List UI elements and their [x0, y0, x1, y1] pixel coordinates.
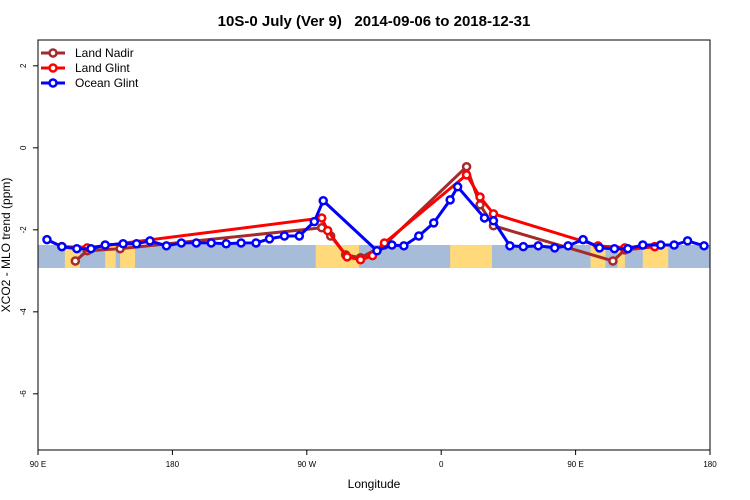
land-patch — [105, 245, 116, 268]
land-glint-point — [461, 170, 472, 180]
chart-title: 10S-0 July (Ver 9) 2014-09-06 to 2018-12… — [218, 13, 531, 30]
land-patch — [642, 245, 669, 268]
ocean-glint-point — [609, 243, 620, 254]
legend-marker — [48, 48, 58, 58]
ocean-glint-point — [488, 216, 499, 226]
ocean-glint-point — [428, 218, 439, 228]
ocean-glint-point — [445, 195, 455, 205]
ocean-glint-point — [518, 241, 529, 252]
legend-marker — [48, 63, 58, 73]
land-patch — [617, 245, 625, 268]
ocean-glint-point — [563, 241, 573, 251]
ocean-glint-point — [399, 241, 409, 251]
ocean-glint-point — [251, 238, 261, 248]
ocean-glint-point — [623, 243, 633, 254]
ocean-glint-point — [145, 236, 155, 246]
x-tick-label: 0 — [439, 460, 444, 469]
ocean-glint-point — [594, 243, 605, 253]
series-group — [42, 161, 709, 266]
ocean-glint-point — [655, 240, 666, 250]
land-patch — [315, 245, 348, 268]
y-tick-label: 0 — [19, 145, 28, 150]
y-tick-label: -2 — [19, 226, 28, 234]
ocean-glint-point — [549, 243, 560, 253]
y-tick-label: -4 — [19, 308, 28, 316]
legend-label: Land Glint — [75, 61, 130, 75]
ocean-glint-point — [318, 195, 328, 206]
land-glint-point — [316, 213, 327, 223]
x-tick-label: 90 W — [297, 460, 316, 469]
x-tick-label: 90 E — [30, 460, 46, 469]
ocean-glint-point — [131, 239, 142, 249]
ocean-glint-point — [387, 240, 397, 250]
ocean-glint-point — [279, 231, 290, 241]
ocean-glint-point — [236, 238, 246, 248]
y-tick-label: -6 — [19, 390, 28, 398]
ocean-glint-point — [221, 239, 231, 249]
land-nadir-point — [70, 256, 81, 266]
ocean-glint-point — [372, 245, 382, 256]
land-patch — [450, 245, 492, 268]
land-nadir-point — [461, 161, 472, 172]
x-axis: 90 E 180 90 W 0 90 E 180 — [30, 450, 717, 469]
x-axis-label: Longitude — [348, 477, 401, 491]
ocean-glint-point — [669, 240, 679, 250]
ocean-glint-point — [294, 231, 305, 241]
ocean-glint-point — [161, 241, 172, 251]
ocean-glint-point — [72, 243, 82, 254]
land-glint-point — [322, 225, 333, 236]
x-tick-label: 180 — [703, 460, 717, 469]
ocean-glint-point — [533, 241, 544, 251]
ocean-glint-point — [206, 238, 216, 248]
land-glint-point — [355, 255, 366, 265]
ocean-glint-point — [699, 241, 709, 251]
ocean-glint-point — [479, 213, 490, 223]
legend-marker — [48, 78, 58, 88]
ocean-glint-point — [57, 241, 67, 252]
ocean-glint-point — [86, 243, 96, 254]
ocean-glint-point — [100, 240, 110, 250]
ocean-glint-point — [578, 234, 588, 245]
ocean-glint-point — [638, 240, 648, 250]
ocean-glint-point — [42, 234, 52, 245]
y-axis-label: XCO2 - MLO trend (ppm) — [0, 178, 13, 313]
x-tick-label: 90 E — [567, 460, 583, 469]
legend-label: Land Nadir — [75, 46, 134, 60]
y-axis: 2 0 -2 -4 -6 — [19, 63, 38, 397]
ocean-glint-point — [176, 238, 187, 248]
ocean-glint-point — [118, 239, 128, 249]
land-glint-point — [475, 192, 485, 202]
x-tick-label: 180 — [166, 460, 180, 469]
ocean-glint-point — [191, 238, 202, 248]
land-nadir-point — [608, 256, 618, 266]
ocean-glint-point — [682, 236, 693, 246]
ocean-glint-point — [414, 231, 424, 241]
land-glint-point — [342, 252, 352, 262]
ocean-glint-point — [309, 216, 320, 227]
ocean-glint-point — [505, 241, 515, 251]
y-tick-label: 2 — [19, 63, 28, 68]
ocean-glint-point — [264, 234, 275, 244]
plot-frame — [37, 39, 711, 451]
ocean-glint-point — [452, 182, 463, 192]
legend-label: Ocean Glint — [75, 76, 139, 90]
